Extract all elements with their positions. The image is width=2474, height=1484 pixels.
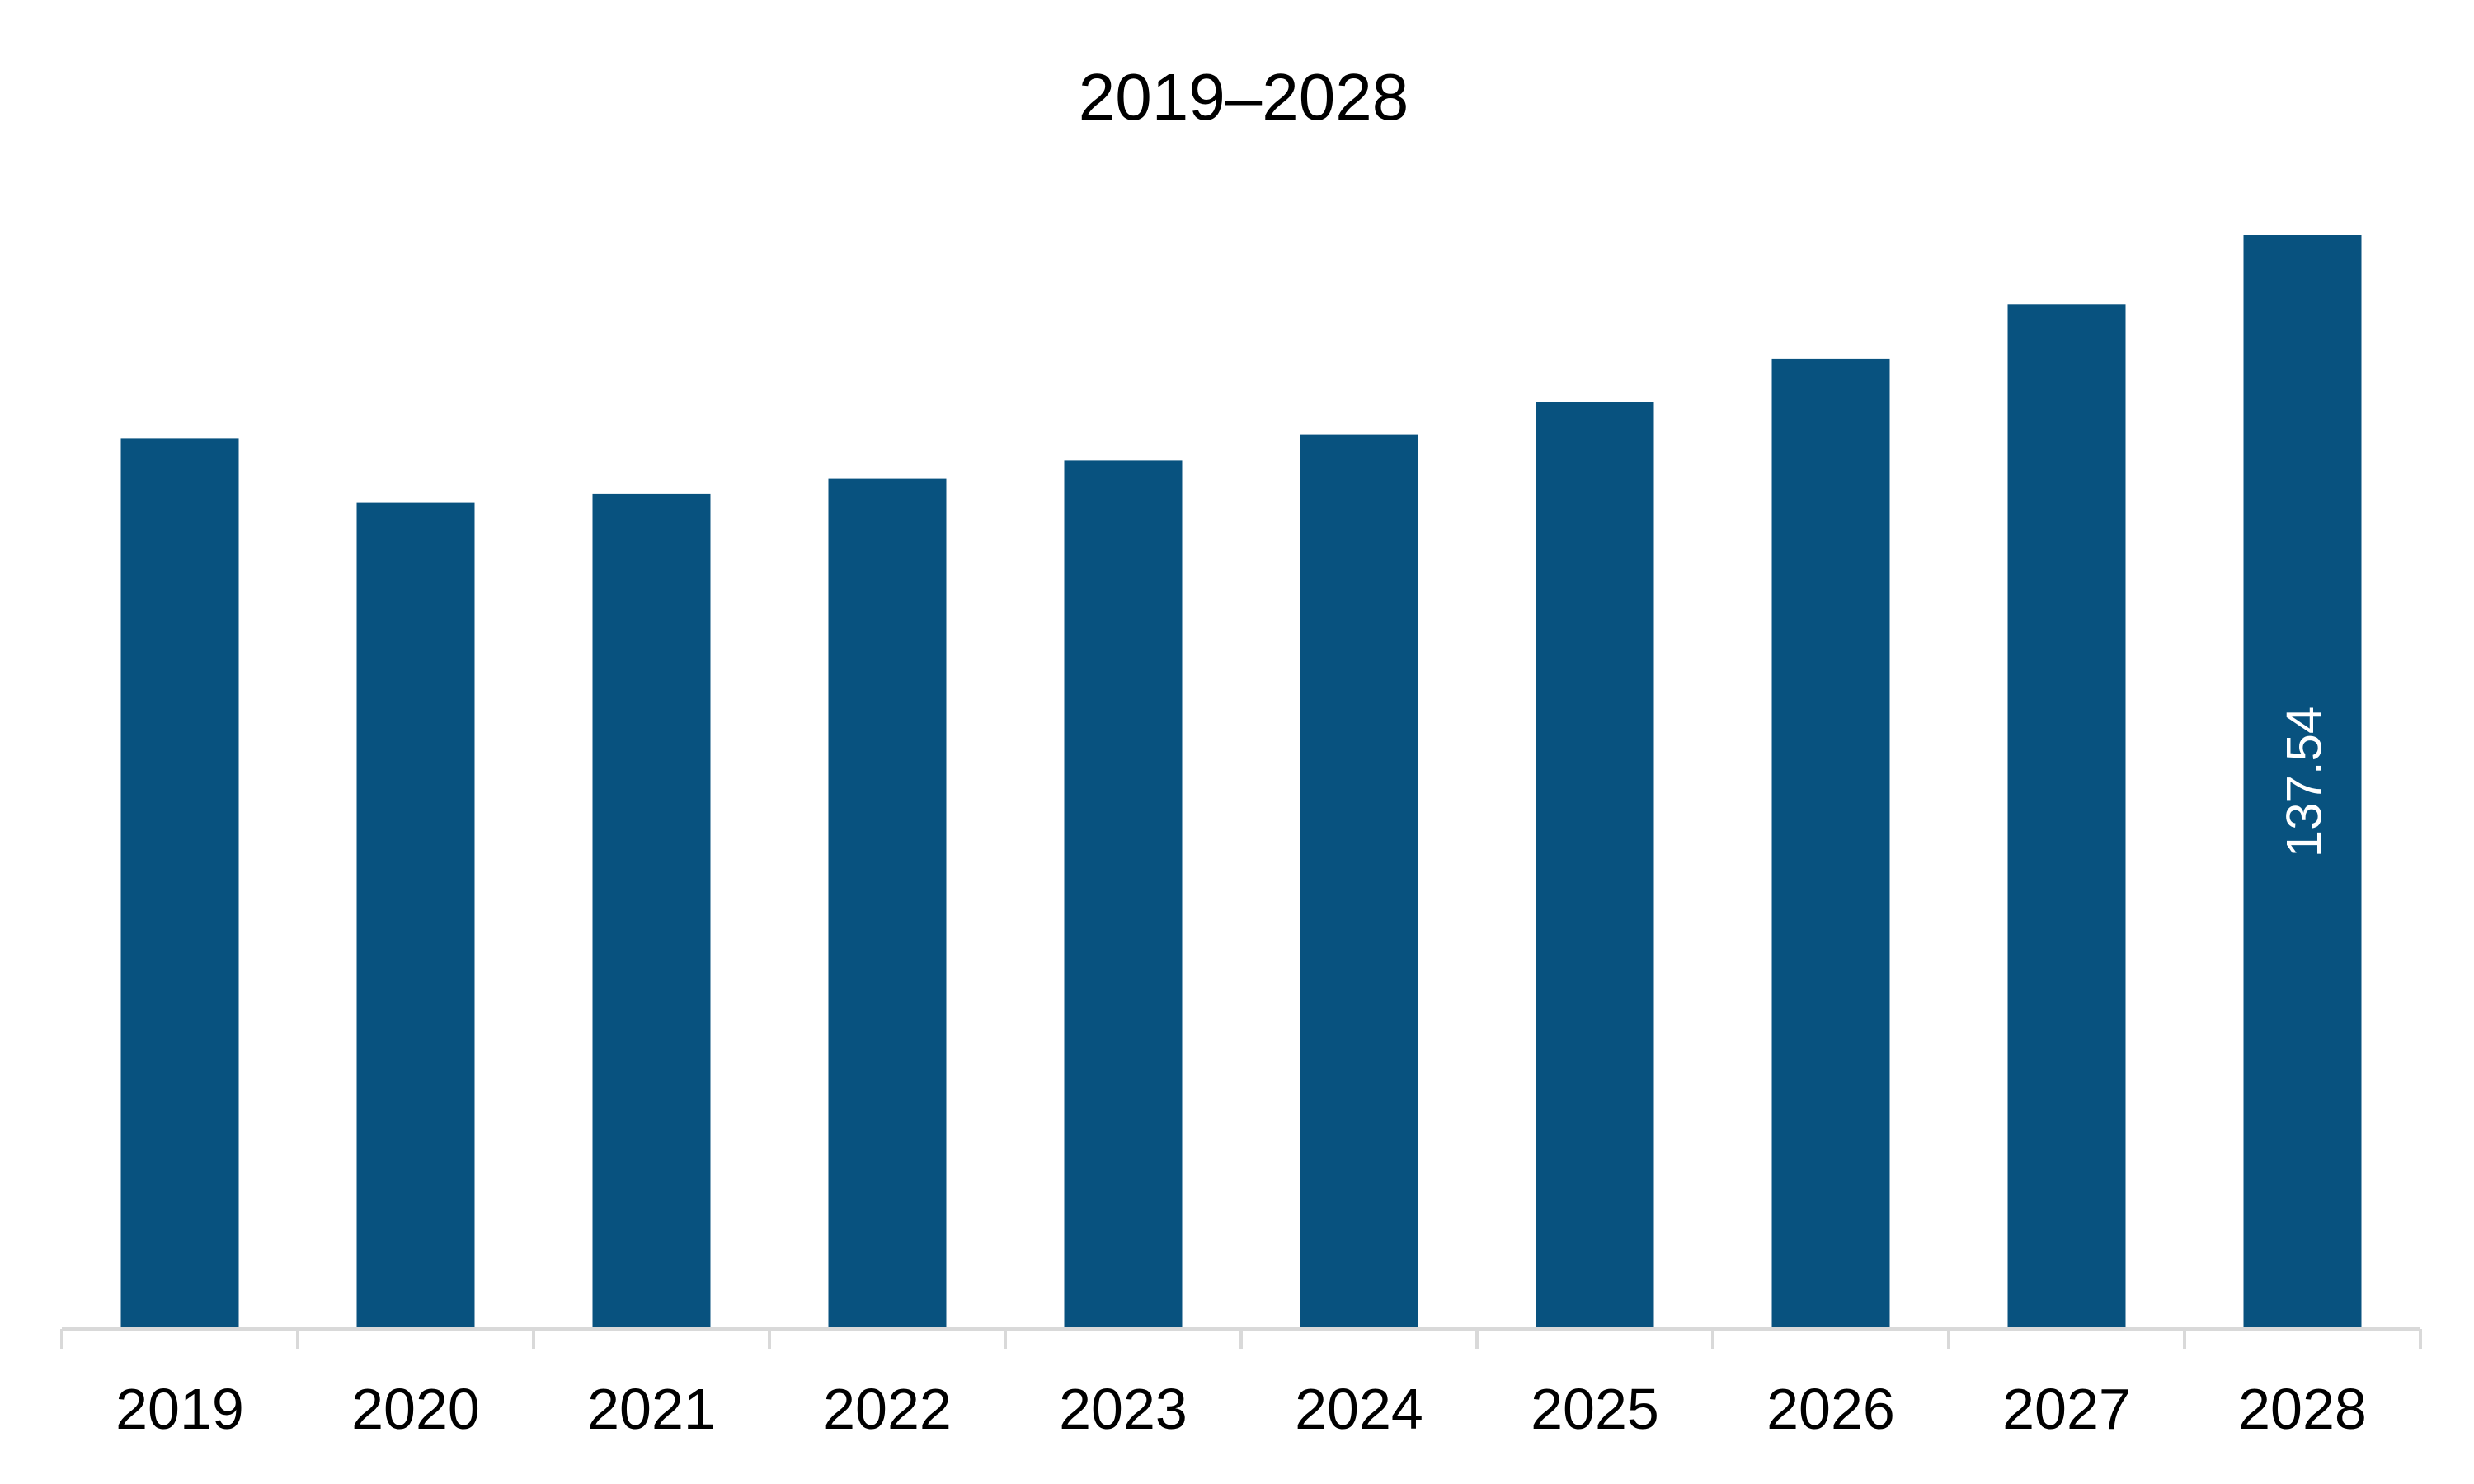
chart-title: 2019–2028 <box>1079 60 1409 134</box>
bar-2020 <box>356 502 475 1329</box>
bar-2022 <box>828 478 947 1329</box>
x-tick-label-2021: 2021 <box>587 1377 716 1441</box>
data-labels: 137.54 <box>2277 707 2332 858</box>
x-tick-label-2024: 2024 <box>1295 1377 1423 1441</box>
x-tick-label-2023: 2023 <box>1059 1377 1188 1441</box>
bar-2024 <box>1300 434 1418 1329</box>
bars-group <box>120 235 2362 1329</box>
x-tick-label-2019: 2019 <box>115 1377 244 1441</box>
x-axis <box>60 1327 2422 1349</box>
x-tick-label-2022: 2022 <box>823 1377 952 1441</box>
bar-2027 <box>2007 304 2126 1329</box>
bar-2028 <box>2243 235 2362 1329</box>
x-tick-label-2027: 2027 <box>2002 1377 2131 1441</box>
x-tick-label-2020: 2020 <box>351 1377 480 1441</box>
bar-2021 <box>592 493 711 1329</box>
x-tick-label-2028: 2028 <box>2238 1377 2367 1441</box>
data-label-2028: 137.54 <box>2277 707 2332 858</box>
x-tick-label-2025: 2025 <box>1531 1377 1659 1441</box>
bar-2025 <box>1536 402 1654 1329</box>
x-tick-label-2026: 2026 <box>1766 1377 1895 1441</box>
bar-2019 <box>120 438 239 1329</box>
bar-2023 <box>1064 460 1183 1329</box>
bar-2026 <box>1771 358 1890 1329</box>
x-tick-labels: 2019 2020 2021 2022 2023 2024 2025 2026 2027 2028 <box>115 1377 2367 1441</box>
